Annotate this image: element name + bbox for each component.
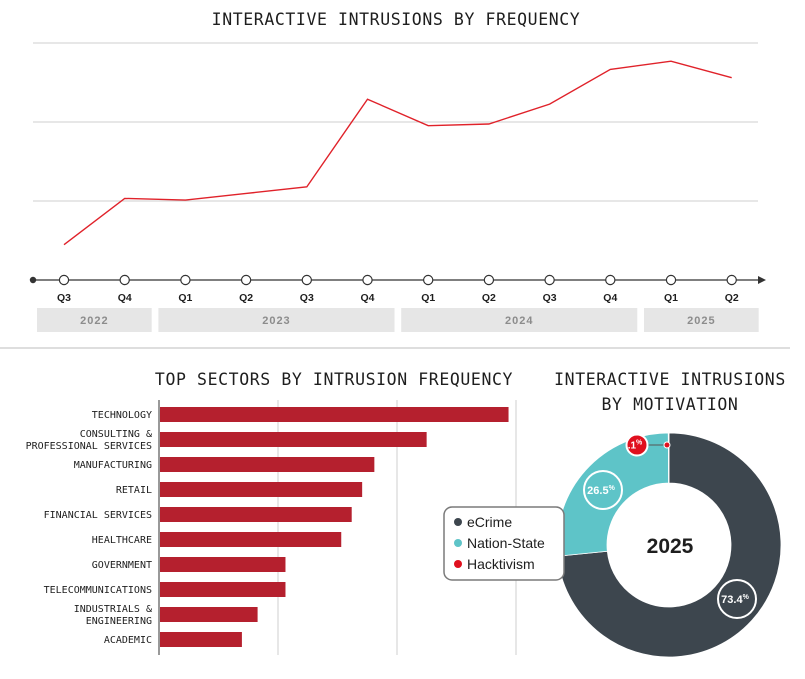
pct-badge: [717, 579, 757, 619]
bar: [160, 532, 342, 547]
x-tick-marker: [726, 274, 737, 286]
year-band: [158, 308, 395, 332]
year-label: 2024: [505, 315, 533, 327]
legend-swatch: [454, 518, 462, 526]
year-band: [401, 308, 638, 332]
bar: [160, 557, 286, 572]
x-tick-marker: [362, 274, 373, 286]
x-tick-marker: [240, 274, 252, 286]
legend-swatch: [454, 560, 462, 568]
line-chart: Q3 Q4 Q1 Q2 Q3 Q4 Q1 Q2 Q3 Q4 Q1 Q2 2022 2023 2024 2025: [29, 42, 766, 332]
bar: [160, 507, 352, 522]
legend-label: eCrime: [467, 514, 512, 530]
bar: [160, 457, 375, 472]
x-tick-label: Q3: [543, 292, 557, 304]
pct-label: 26.5%: [587, 485, 615, 497]
pct-label: 73.4%: [721, 594, 749, 606]
bar-chart-title: TOP SECTORS BY INTRUSION FREQUENCY: [155, 370, 513, 389]
year-label: 2022: [80, 315, 108, 327]
year-label: 2025: [687, 315, 715, 327]
year-label: 2023: [262, 315, 290, 327]
category-label: RETAIL: [116, 485, 152, 496]
donut-chart: 73.4%26.5%.1%2025: [556, 432, 782, 658]
legend-box: [443, 506, 565, 581]
bar: [160, 407, 509, 422]
bar: [160, 607, 258, 622]
x-tick-label: Q4: [118, 292, 132, 304]
bar: [160, 632, 242, 647]
legend-swatch: [454, 539, 462, 547]
legend-label: Hacktivism: [467, 556, 535, 572]
year-band: [37, 308, 152, 332]
x-tick-label: Q3: [300, 292, 314, 304]
pct-badge: [625, 433, 649, 457]
donut-legend: eCrime Nation-State Hacktivism: [443, 506, 565, 581]
category-label: PROFESSIONAL SERVICES: [26, 441, 152, 452]
pct-badge: [583, 470, 623, 510]
x-tick-marker: [665, 274, 677, 286]
donut-chart-title-line2: BY MOTIVATION: [602, 395, 739, 414]
category-label: HEALTHCARE: [92, 535, 152, 546]
category-label: INDUSTRIALS &: [74, 604, 152, 615]
x-tick-marker: [483, 274, 495, 286]
x-tick-marker: [58, 274, 70, 286]
x-tick-marker: [423, 274, 434, 286]
category-label: MANUFACTURING: [74, 460, 152, 471]
x-tick-label: Q4: [360, 292, 374, 304]
donut-chart-title-line1: INTERACTIVE INTRUSIONS: [554, 370, 786, 389]
category-label: ENGINEERING: [86, 616, 152, 627]
x-tick-label: Q3: [57, 292, 71, 304]
x-tick-label: Q2: [239, 292, 253, 304]
x-tick-label: Q1: [421, 292, 435, 304]
category-label: CONSULTING &: [80, 429, 152, 440]
x-tick-label: Q2: [482, 292, 496, 304]
legend-label: Nation-State: [467, 535, 545, 551]
x-tick-label: Q2: [725, 292, 739, 304]
x-tick-marker: [605, 274, 616, 286]
donut-slice: [667, 432, 670, 484]
callout-dot: [663, 441, 671, 449]
category-label: FINANCIAL SERVICES: [44, 510, 152, 521]
bar: [160, 582, 286, 597]
bar: [160, 482, 363, 497]
x-tick-marker: [301, 274, 312, 286]
x-tick-marker: [119, 274, 130, 286]
year-band: [644, 308, 759, 332]
axis-origin-dot: [29, 276, 37, 284]
x-tick-label: Q1: [664, 292, 678, 304]
category-label: ACADEMIC: [104, 635, 152, 646]
x-tick-label: Q1: [178, 292, 192, 304]
category-label: TECHNOLOGY: [92, 410, 152, 421]
donut-center-label: 2025: [647, 535, 694, 558]
x-tick-marker: [180, 274, 191, 286]
x-tick-marker: [544, 274, 555, 286]
line-chart-title: INTERACTIVE INTRUSIONS BY FREQUENCY: [212, 10, 581, 29]
x-tick-label: Q4: [603, 292, 617, 304]
axis-arrow: [758, 276, 766, 284]
bar: [160, 432, 427, 447]
category-label: GOVERNMENT: [92, 560, 152, 571]
series-line: [63, 60, 732, 246]
bar-chart: TECHNOLOGY CONSULTING &PROFESSIONAL SERVI…: [26, 400, 517, 655]
category-label: TELECOMMUNICATIONS: [44, 585, 152, 596]
